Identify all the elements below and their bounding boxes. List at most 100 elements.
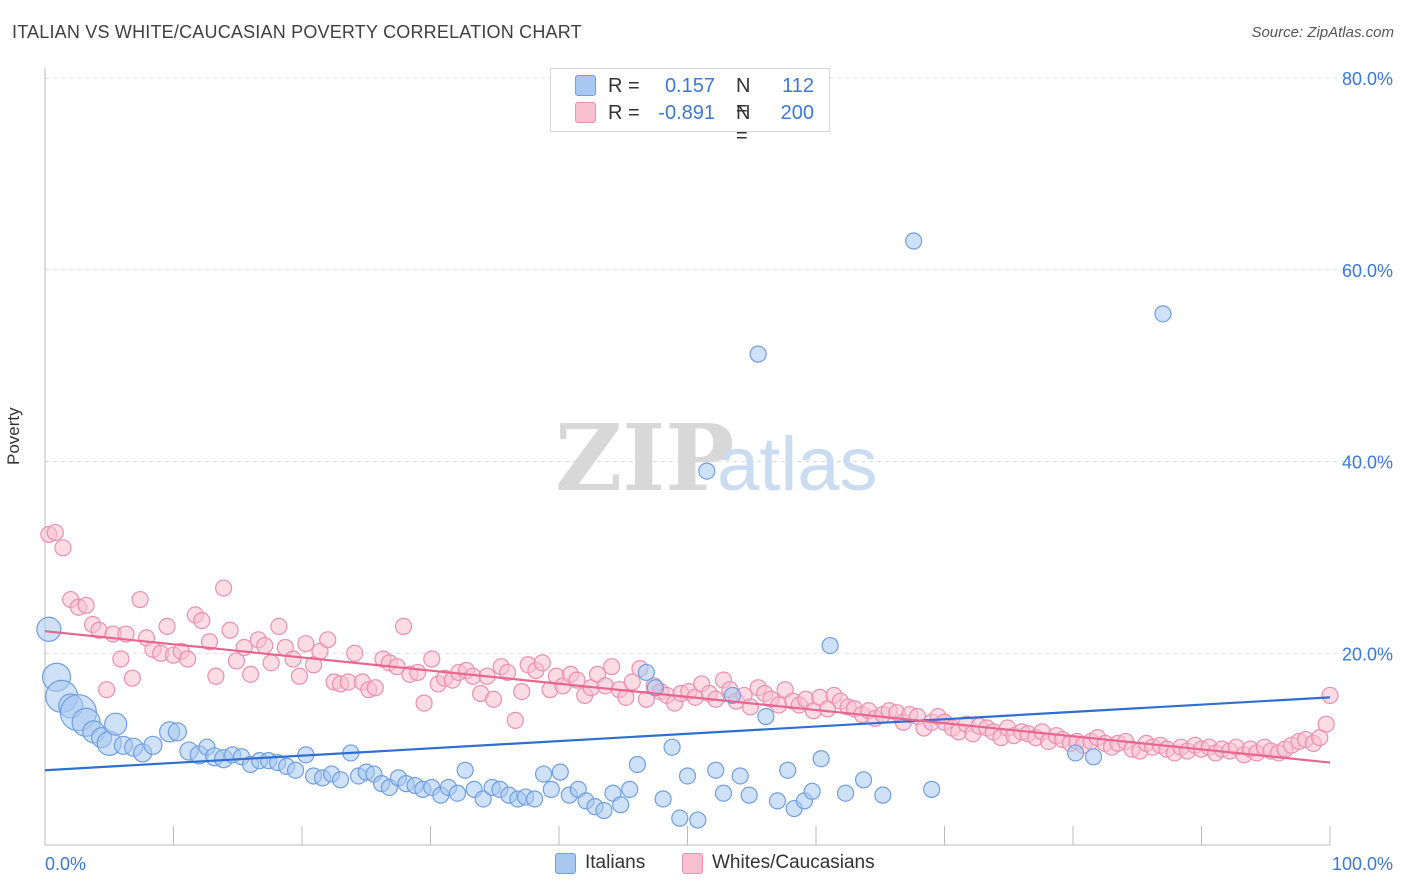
white-point <box>1321 686 1339 705</box>
white-point <box>123 669 141 687</box>
y-tick-label: 60.0% <box>1342 261 1393 281</box>
white-point <box>284 650 302 668</box>
italian-point <box>821 636 839 655</box>
legend-n-label: N = <box>736 75 751 120</box>
watermark-zip: ZIP <box>555 404 734 512</box>
white-point <box>415 694 433 712</box>
white-point <box>221 621 239 639</box>
whites-legend-swatch <box>682 853 703 874</box>
italian-point <box>167 722 187 742</box>
italian-point <box>612 796 630 814</box>
italian-point <box>542 780 560 798</box>
white-point <box>193 612 211 630</box>
watermark-atlas: atlas <box>717 422 878 507</box>
white-point <box>112 650 130 668</box>
italians-legend-label: Italians <box>585 852 646 873</box>
legend-n-value-italians: 112 <box>782 75 814 97</box>
italian-point <box>731 767 749 785</box>
italian-point <box>707 761 725 779</box>
italian-point <box>874 786 892 804</box>
italian-point <box>448 784 467 802</box>
italians-swatch <box>575 75 596 96</box>
y-tick-label: 20.0% <box>1342 644 1393 664</box>
white-point <box>179 650 197 668</box>
white-point <box>319 631 337 649</box>
white-point <box>297 635 315 653</box>
chart-title: ITALIAN VS WHITE/CAUCASIAN POVERTY CORRE… <box>12 22 582 42</box>
italian-point <box>104 712 128 736</box>
italian-point <box>723 686 742 705</box>
white-point <box>741 698 760 716</box>
legend-r-value-whites: -0.891 <box>658 102 715 124</box>
italian-point <box>456 761 474 779</box>
italian-point <box>534 765 553 783</box>
italian-point <box>779 761 797 779</box>
legend-r-label: R = <box>608 75 640 97</box>
white-point <box>207 667 225 685</box>
white-point <box>215 579 233 597</box>
white-point <box>366 679 384 697</box>
italian-point <box>474 790 492 808</box>
white-point <box>513 682 531 701</box>
white-point <box>227 652 246 670</box>
white-point <box>98 681 116 699</box>
italian-point <box>663 738 681 756</box>
italian-point <box>621 780 639 798</box>
white-point <box>637 690 655 708</box>
italian-point <box>714 784 733 802</box>
italian-point <box>671 809 689 827</box>
italian-point <box>803 782 821 800</box>
white-point <box>131 590 149 609</box>
italian-point <box>854 771 873 789</box>
italian-point <box>905 232 923 250</box>
italian-point <box>595 801 613 820</box>
italian-point <box>143 735 163 755</box>
italian-point <box>812 750 830 768</box>
legend-n-value-whites: 200 <box>780 102 814 124</box>
italian-point <box>637 663 655 682</box>
y-tick-label: 40.0% <box>1342 453 1393 473</box>
x-tick-label-min: 0.0% <box>45 854 86 874</box>
white-point <box>77 596 95 614</box>
italian-point <box>628 755 646 774</box>
italian-point <box>757 707 775 726</box>
italian-point <box>923 780 941 798</box>
y-axis-label: Poverty <box>4 407 23 465</box>
white-point <box>596 677 614 695</box>
white-point <box>270 617 288 636</box>
italian-point <box>689 811 707 829</box>
italian-point <box>286 761 305 779</box>
white-point <box>290 667 309 685</box>
white-point <box>242 665 260 683</box>
white-point <box>346 644 364 662</box>
white-point <box>423 650 441 668</box>
white-point <box>46 523 64 542</box>
italian-point <box>1154 305 1172 323</box>
italian-point <box>678 767 697 785</box>
white-point <box>499 663 517 682</box>
white-point <box>256 636 274 655</box>
whites-trend-line <box>44 630 1331 764</box>
italian-point <box>525 790 544 808</box>
white-point <box>533 654 551 672</box>
white-point <box>262 654 280 672</box>
italian-point <box>836 784 855 802</box>
x-tick-label-max: 100.0% <box>1332 854 1393 874</box>
whites-swatch <box>575 102 596 123</box>
legend-r-label: R = <box>608 102 640 124</box>
italian-point <box>1066 744 1085 762</box>
italian-point <box>36 616 62 642</box>
italian-point <box>1084 748 1103 766</box>
italian-point <box>654 790 672 808</box>
white-point <box>603 658 621 676</box>
legend-n-label: N = <box>736 102 751 147</box>
italian-point <box>740 786 758 804</box>
whites-legend-label: Whites/Caucasians <box>712 852 875 873</box>
italian-point <box>749 345 767 363</box>
white-point <box>506 711 524 729</box>
white-point <box>484 690 503 708</box>
italians-legend-swatch <box>555 853 576 874</box>
legend-r-value-italians: 0.157 <box>664 75 715 97</box>
white-point <box>409 663 427 682</box>
white-point <box>158 617 176 636</box>
